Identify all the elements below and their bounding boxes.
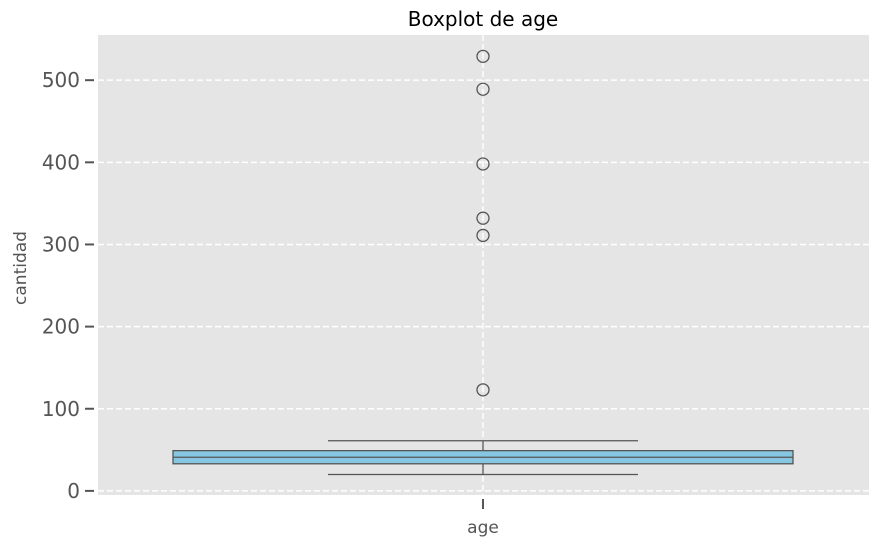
outlier-point (476, 211, 490, 225)
y-tick-label: 300 (42, 232, 80, 256)
y-axis-label: cantidad (11, 231, 31, 305)
outlier-point (476, 49, 490, 64)
y-axis: 0 100 200 300 400 500 (42, 68, 94, 503)
y-tick-label: 500 (42, 68, 80, 92)
outlier-point (476, 383, 490, 397)
gridlines (98, 35, 869, 495)
y-tick-label: 100 (42, 397, 80, 421)
y-tick-label: 200 (42, 315, 80, 339)
boxplot-series (172, 49, 794, 476)
outlier-point (476, 228, 490, 243)
chart-title: Boxplot de age (408, 7, 558, 31)
x-tick-label: age (467, 518, 499, 538)
outlier-point (476, 82, 490, 96)
y-tick-label: 0 (67, 479, 80, 503)
x-axis: age (467, 499, 499, 538)
outlier-point (476, 157, 490, 171)
y-tick-label: 400 (42, 150, 80, 174)
